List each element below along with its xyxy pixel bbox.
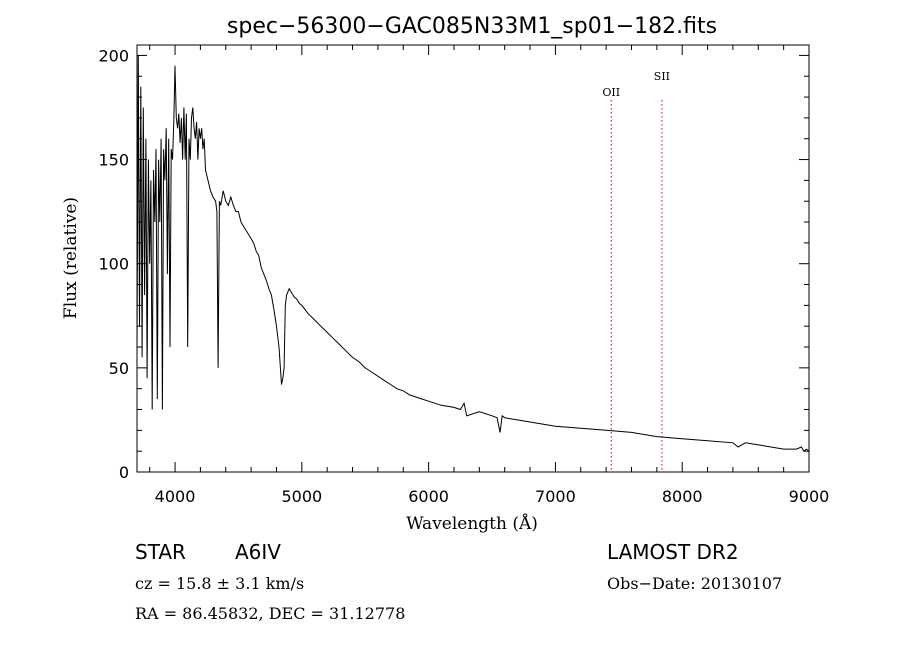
y-tick-label: 50	[109, 359, 129, 378]
coordinates: RA = 86.45832, DEC = 31.12778	[135, 604, 406, 623]
chart-title: spec−56300−GAC085N33M1_sp01−182.fits	[227, 14, 717, 39]
spectrum-line	[136, 55, 810, 452]
x-tick-label: 6000	[408, 487, 449, 506]
obs-date: Obs−Date: 20130107	[607, 574, 783, 593]
y-tick-label: 100	[98, 255, 129, 274]
emission-line-label: OII	[602, 86, 620, 99]
object-class: STAR	[135, 540, 186, 564]
object-subclass: A6IV	[235, 540, 281, 564]
y-tick-label: 200	[98, 46, 129, 65]
y-tick-labels: 0 50 100 150 200	[98, 46, 129, 482]
annotation-layer: OII SII	[602, 70, 670, 472]
x-tick-labels: 4000 5000 6000 7000 8000 9000	[155, 487, 830, 506]
emission-line-label: SII	[654, 70, 670, 83]
x-tick-label: 8000	[662, 487, 703, 506]
x-axis-label: Wavelength (Å)	[406, 513, 538, 534]
x-tick-label: 4000	[155, 487, 196, 506]
x-tick-label: 5000	[281, 487, 322, 506]
x-tick-label: 9000	[789, 487, 830, 506]
plot-frame	[136, 44, 810, 473]
y-tick-label: 150	[98, 151, 129, 170]
axis-ticks	[137, 45, 810, 473]
x-tick-label: 7000	[535, 487, 576, 506]
survey-name: LAMOST DR2	[607, 540, 739, 564]
redshift-cz: cz = 15.8 ± 3.1 km/s	[135, 574, 305, 593]
y-axis-label: Flux (relative)	[61, 197, 81, 319]
y-tick-label: 0	[119, 463, 129, 482]
